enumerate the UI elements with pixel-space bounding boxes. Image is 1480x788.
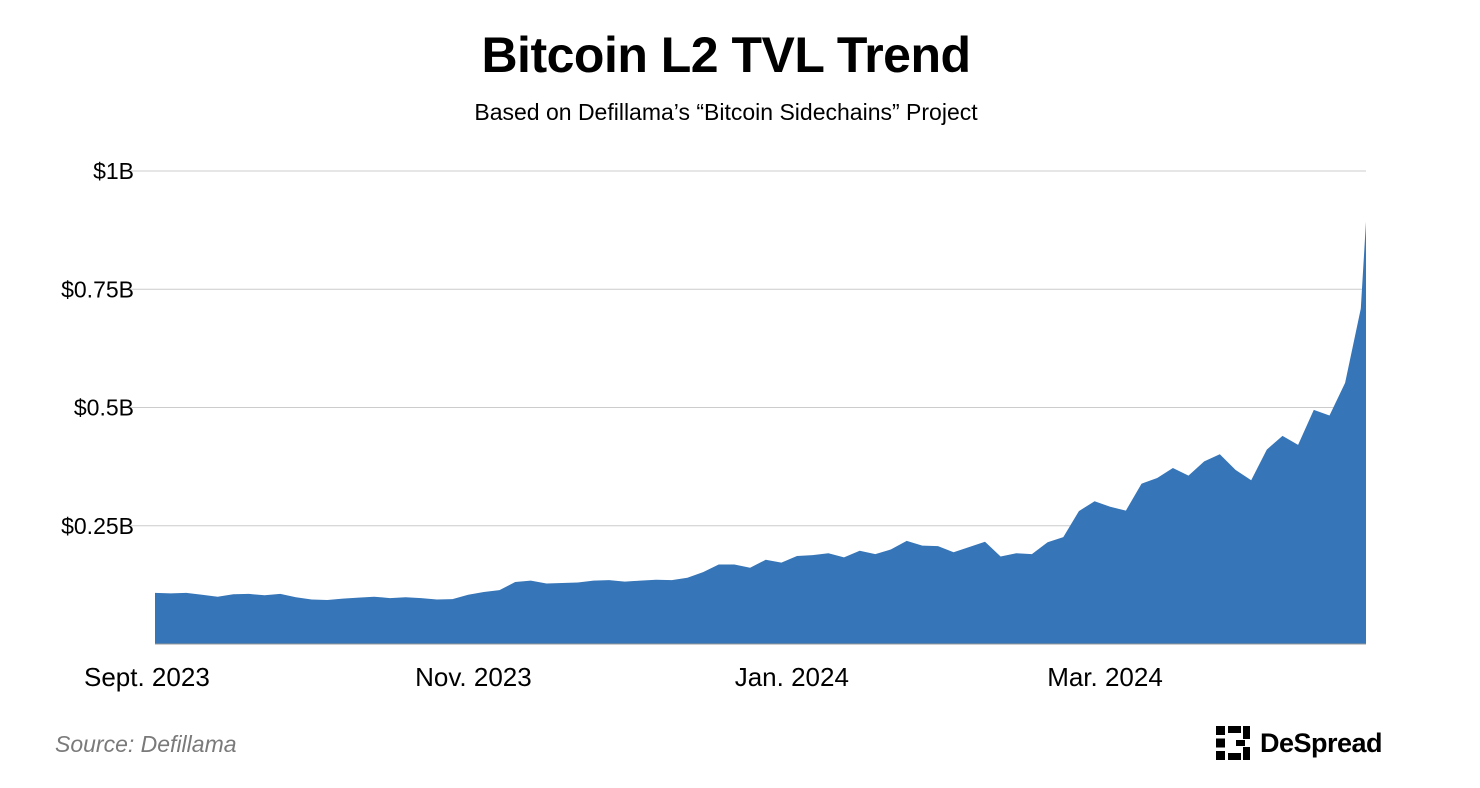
x-tick-label: Sept. 2023 <box>84 662 210 692</box>
x-axis-ticks: Sept. 2023 Nov. 2023 Jan. 2024 Mar. 2024 <box>84 662 1163 692</box>
y-tick-label: $1B <box>93 158 134 184</box>
brand-mark: DeSpread <box>1216 725 1383 761</box>
brand-name: DeSpread <box>1260 727 1383 758</box>
y-tick-label: $0.5B <box>74 395 134 421</box>
y-axis-ticks: $0.25B $0.5B $0.75B $1B <box>61 158 134 539</box>
x-tick-label: Mar. 2024 <box>1047 662 1163 692</box>
chart-title: Bitcoin L2 TVL Trend <box>481 27 971 83</box>
x-tick-label: Nov. 2023 <box>415 662 532 692</box>
despread-logo-icon <box>1216 726 1250 760</box>
x-tick-label: Jan. 2024 <box>735 662 849 692</box>
tvl-area <box>155 221 1366 644</box>
area-series <box>155 221 1366 645</box>
y-tick-label: $0.25B <box>61 513 134 539</box>
y-tick-label: $0.75B <box>61 276 134 302</box>
source-note: Source: Defillama <box>55 731 237 757</box>
chart-subtitle: Based on Defillama’s “Bitcoin Sidechains… <box>474 99 978 125</box>
